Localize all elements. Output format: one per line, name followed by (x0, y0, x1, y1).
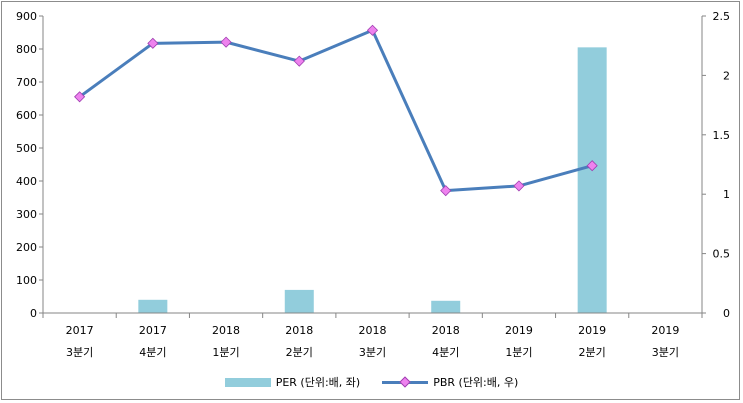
pbr-point (366, 24, 379, 36)
y-left-tick-label: 300 (16, 208, 37, 221)
y-left-tick-label: 400 (16, 175, 37, 188)
legend-label-pbr: PBR (단위:배, 우) (433, 376, 519, 389)
legend-item-per: PER (단위:배, 좌) (224, 374, 361, 390)
x-tick-label-quarter: 2분기 (579, 346, 606, 359)
pbr-point (74, 91, 86, 103)
y-right-tick-label: 2 (723, 69, 730, 82)
pbr-point (513, 180, 525, 192)
x-tick-label-year: 2019 (578, 324, 606, 337)
y-right-tick-label: 0.5 (713, 248, 731, 261)
x-tick-label-year: 2018 (432, 324, 460, 337)
y-left-tick-label: 900 (16, 10, 37, 23)
pbr-point (293, 55, 305, 67)
legend: PER (단위:배, 좌) PBR (단위:배, 우) (0, 372, 743, 392)
y-left-tick-label: 100 (16, 274, 37, 287)
x-tick-label-quarter: 3분기 (652, 346, 679, 359)
pbr-line (74, 24, 598, 197)
y-right-tick-label: 2.5 (713, 10, 731, 23)
y-right-tick-label: 1.5 (713, 129, 731, 142)
pbr-point (147, 37, 159, 49)
x-tick-label-year: 2017 (66, 324, 94, 337)
y-right-tick-label: 0 (723, 307, 730, 320)
legend-label-per: PER (단위:배, 좌) (275, 376, 361, 389)
y-left-tick-label: 500 (16, 142, 37, 155)
y-left-tick-label: 0 (30, 307, 37, 320)
per-bar (431, 300, 461, 313)
x-tick-label-year: 2018 (212, 324, 240, 337)
axes (39, 15, 706, 318)
legend-item-pbr: PBR (단위:배, 우) (382, 374, 518, 390)
y-left-tick-label: 600 (16, 109, 37, 122)
y-left-tick-label: 700 (16, 76, 37, 89)
x-tick-label-year: 2017 (139, 324, 167, 337)
pbr-point (220, 36, 232, 48)
legend-swatch-pbr (382, 376, 429, 388)
x-tick-label-year: 2018 (285, 324, 313, 337)
x-tick-label-quarter: 2분기 (286, 346, 313, 359)
x-tick-label-quarter: 4분기 (432, 346, 459, 359)
x-tick-label-quarter: 3분기 (66, 346, 93, 359)
legend-swatch-per (224, 377, 271, 387)
per-bar (284, 289, 314, 313)
pbr-point (440, 185, 452, 197)
x-tick-label-quarter: 1분기 (505, 346, 532, 359)
x-tick-label-year: 2019 (651, 324, 679, 337)
pbr-point (586, 160, 598, 172)
x-tick-label-year: 2018 (359, 324, 387, 337)
y-right-tick-label: 1 (723, 188, 730, 201)
x-tick-label-year: 2019 (505, 324, 533, 337)
per-bar (138, 299, 168, 313)
tick-labels: 0 100 200 300 400 500 600 700 800 900 0 0.5 1 1.5 2 2.5… (16, 10, 730, 359)
y-left-tick-label: 200 (16, 241, 37, 254)
per-bar (577, 47, 607, 313)
pbr-series-line (78, 28, 593, 193)
y-left-tick-label: 800 (16, 43, 37, 56)
per-bars (138, 47, 607, 313)
x-tick-label-quarter: 4분기 (139, 346, 166, 359)
x-tick-label-quarter: 3분기 (359, 346, 386, 359)
x-tick-label-quarter: 1분기 (212, 346, 239, 359)
